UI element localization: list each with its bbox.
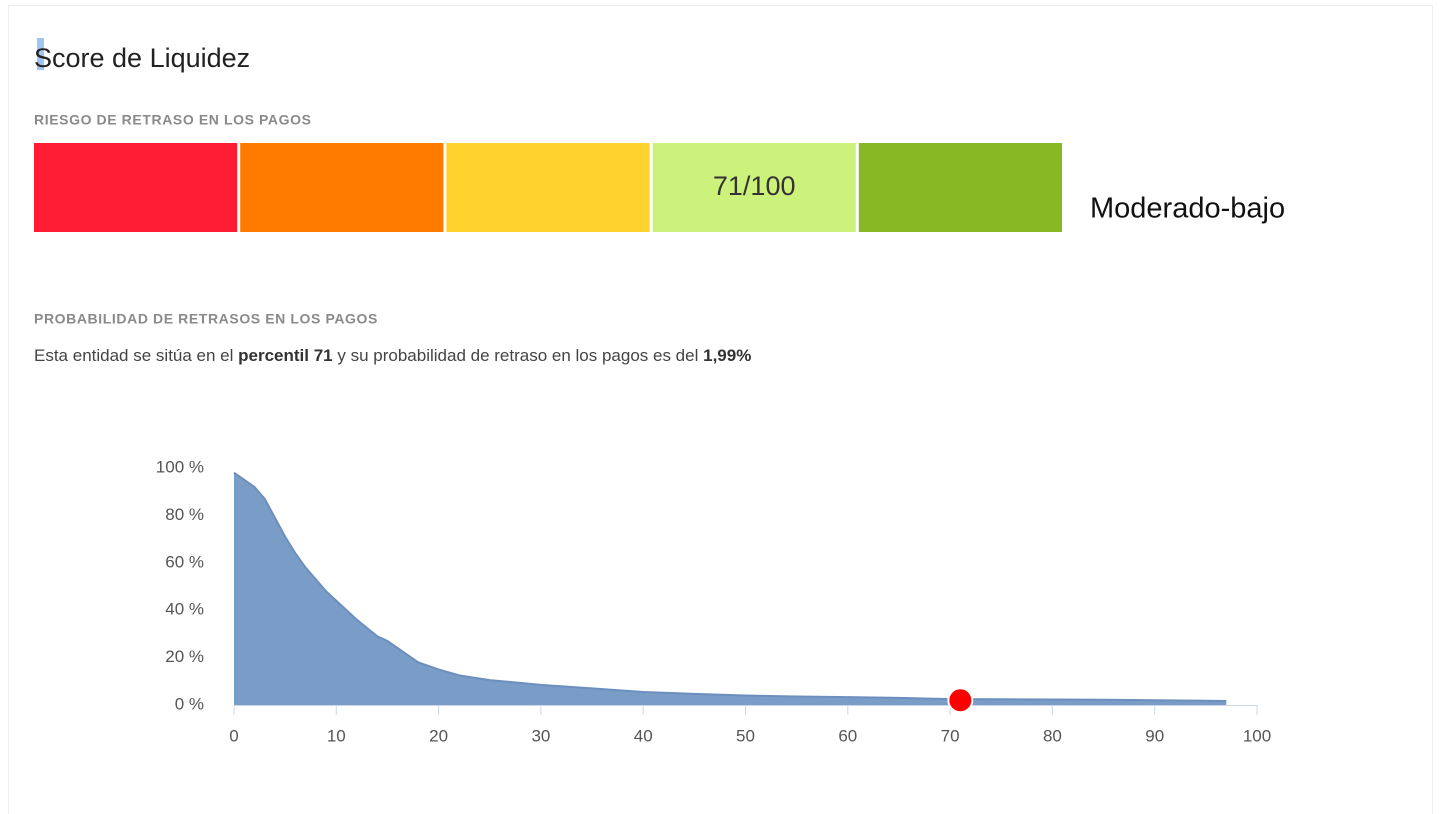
- risk-segment: [652, 143, 856, 232]
- x-tick-label: 30: [531, 726, 550, 745]
- y-tick-label: 0 %: [175, 694, 204, 713]
- risk-segment: [240, 143, 444, 232]
- sentence-part: Esta entidad se sitúa en el: [34, 346, 238, 365]
- probability-heading: PROBABILIDAD DE RETRASOS EN LOS PAGOS: [34, 311, 378, 327]
- risk-segment: [446, 143, 650, 232]
- x-tick-label: 90: [1145, 726, 1164, 745]
- risk-segment: [858, 143, 1062, 232]
- score-label: 71/100: [713, 171, 796, 201]
- area: [234, 472, 1227, 705]
- sentence-bold: 1,99%: [703, 346, 751, 365]
- x-tick-label: 70: [941, 726, 960, 745]
- x-tick-label: 100: [1243, 726, 1271, 745]
- title-accent: [37, 38, 44, 70]
- card: [8, 5, 1433, 814]
- y-tick-label: 60 %: [165, 552, 204, 571]
- x-tick-label: 50: [736, 726, 755, 745]
- y-tick-label: 100 %: [156, 457, 204, 476]
- x-tick-label: 10: [327, 726, 346, 745]
- y-tick-label: 20 %: [165, 647, 204, 666]
- sentence-part: y su probabilidad de retraso en los pago…: [333, 346, 703, 365]
- x-tick-label: 60: [838, 726, 857, 745]
- x-tick-label: 20: [429, 726, 448, 745]
- y-tick-label: 80 %: [165, 505, 204, 524]
- marker: [947, 687, 974, 714]
- x-tick-label: 80: [1043, 726, 1062, 745]
- x-tick-label: 40: [634, 726, 653, 745]
- y-tick-label: 40 %: [165, 600, 204, 619]
- rating: Moderado-bajo: [1090, 193, 1285, 225]
- sentence: Esta entidad se sitúa en el percentil 71…: [34, 346, 751, 365]
- title: Score de Liquidez: [34, 43, 250, 73]
- area-line: [233, 471, 1227, 702]
- x-tick-label: 0: [229, 726, 238, 745]
- sentence-bold: percentil 71: [238, 346, 333, 365]
- risk-heading: RIESGO DE RETRASO EN LOS PAGOS: [34, 112, 312, 128]
- risk-segment: [34, 143, 238, 232]
